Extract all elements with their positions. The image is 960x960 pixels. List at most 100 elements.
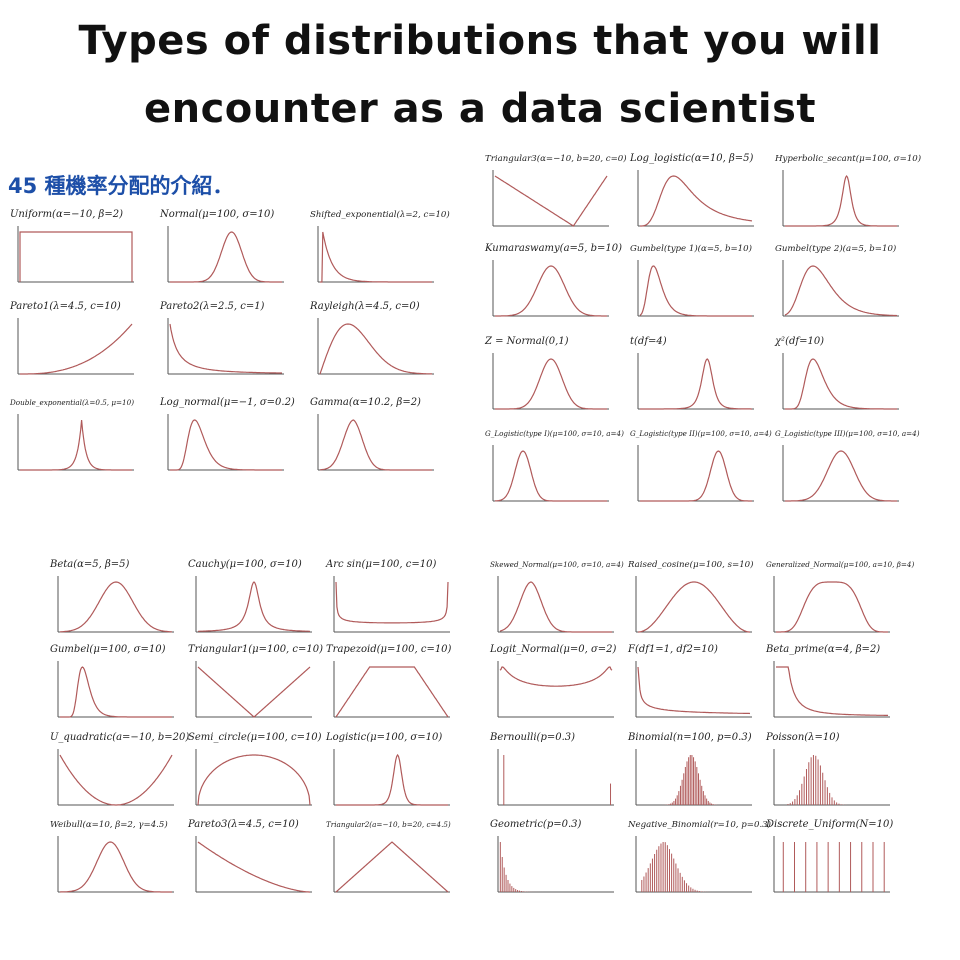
chart-t: t(df=4): [630, 336, 754, 410]
chart-gamma: Gamma(α=10.2, β=2): [310, 397, 434, 471]
chart-z-normal: Z = Normal(0,1): [484, 336, 609, 410]
chart-raised-cosine: Raised_cosine(μ=100, s=10): [627, 559, 754, 633]
density-curve: [495, 358, 607, 410]
density-curve: [784, 265, 898, 317]
chart-title: Poisson(λ=10): [765, 732, 840, 743]
chart-title: Negative_Binomial(r=10, p=0.3): [627, 819, 771, 830]
chart-title: Cauchy(μ=100, σ=10): [188, 559, 302, 570]
density-curve: [336, 753, 448, 806]
density-curve: [785, 358, 897, 410]
chart-gumbel: Gumbel(μ=100, σ=10): [50, 644, 174, 718]
density-curve: [638, 581, 750, 633]
chart-title: Kumaraswamy(a=5, b=10): [484, 243, 622, 254]
density-curve: [776, 666, 888, 716]
density-curve: [335, 666, 449, 718]
chart-shifted-exponential: Shifted_exponential(λ=2, c=10): [310, 209, 450, 283]
chart-title: Pareto1(λ=4.5, c=10): [9, 301, 121, 312]
chart-title: Log_normal(μ=−1, σ=0.2): [159, 397, 295, 408]
chart-chi-squared: χ²(df=10): [774, 336, 899, 410]
chart-title: Beta_prime(α=4, β=2): [765, 644, 880, 655]
chart-weibull: Weibull(α=10, β=2, γ=4.5): [50, 819, 174, 893]
chart-triangular3: Triangular3(α=−10, b=20, c=0): [485, 153, 627, 227]
chart-title: Logit_Normal(μ=0, σ=2): [489, 644, 617, 655]
density-curve: [198, 581, 310, 632]
chart-f: F(df1=1, df2=10): [627, 644, 752, 718]
density-curve: [495, 450, 607, 502]
density-curve: [785, 450, 897, 502]
chart-pareto2: Pareto2(λ=2.5, c=1): [159, 301, 284, 375]
density-curve: [169, 323, 282, 374]
chart-title: Semi_circle(μ=100, c=10): [188, 732, 322, 743]
chart-kumaraswamy: Kumaraswamy(a=5, b=10): [484, 243, 622, 317]
chart-cauchy: Cauchy(μ=100, σ=10): [188, 559, 312, 633]
chart-discrete-uniform: Discrete_Uniform(N=10): [765, 819, 893, 893]
chart-title: Gumbel(μ=100, σ=10): [50, 644, 166, 655]
density-curve: [335, 841, 449, 893]
chart-hyperbolic-secant: Hyperbolic_secant(μ=100, σ=10): [774, 153, 921, 227]
density-curve: [60, 581, 172, 633]
density-curve: [59, 754, 173, 806]
chart-triangular1: Triangular1(μ=100, c=10): [188, 644, 323, 718]
chart-geometric: Geometric(p=0.3): [490, 819, 614, 893]
chart-title: Triangular2(a=−10, b=20, c=4.5): [326, 820, 451, 829]
chart-title: F(df1=1, df2=10): [627, 644, 718, 655]
density-curve: [785, 174, 897, 227]
density-curve: [170, 231, 282, 283]
chart-title: Binomial(n=100, p=0.3): [627, 732, 752, 743]
chart-title: G_Logistic(type I)(μ=100, σ=10, a=4): [485, 429, 624, 438]
chart-negative-binomial: Negative_Binomial(r=10, p=0.3): [627, 819, 771, 893]
chart-pareto1: Pareto1(λ=4.5, c=10): [9, 301, 134, 375]
density-curve: [20, 419, 132, 471]
density-curve: [319, 323, 432, 375]
chart-title: Generalized_Normal(μ=100, a=10, β=4): [766, 560, 914, 569]
chart-beta: Beta(α=5, β=5): [49, 559, 174, 633]
density-curve: [320, 231, 432, 283]
chart-g-logistic-3: G_Logistic(type III)(μ=100, σ=10, a=4): [775, 429, 920, 502]
density-curve: [197, 666, 311, 718]
density-curve: [60, 666, 172, 718]
chart-double-exponential: Double_exponential(λ=0.5, μ=10): [9, 398, 134, 471]
density-curve: [19, 231, 133, 282]
chart-title: Trapezoid(μ=100, c=10): [326, 644, 452, 655]
chart-title: Shifted_exponential(λ=2, c=10): [310, 209, 450, 220]
chart-title: Logistic(μ=100, σ=10): [325, 732, 442, 743]
main-title-line1: Types of distributions that you will: [78, 18, 882, 64]
main-title-line2: encounter as a data scientist: [143, 86, 817, 132]
chart-title: G_Logistic(type III)(μ=100, σ=10, a=4): [775, 429, 920, 438]
chart-binomial: Binomial(n=100, p=0.3): [627, 732, 752, 806]
density-curve: [319, 419, 432, 471]
density-curve: [640, 358, 752, 410]
chart-title: G_Logistic(type II)(μ=100, σ=10, a=4): [630, 429, 772, 438]
density-curve: [499, 666, 613, 687]
chart-g-logistic-1: G_Logistic(type I)(μ=100, σ=10, a=4): [485, 429, 624, 502]
chart-title: Normal(μ=100, σ=10): [159, 209, 274, 220]
chart-g-logistic-2: G_Logistic(type II)(μ=100, σ=10, a=4): [630, 429, 772, 502]
chart-log-logistic: Log_logistic(α=10, β=5): [629, 153, 754, 227]
chart-trapezoid: Trapezoid(μ=100, c=10): [326, 644, 452, 718]
chart-title: Double_exponential(λ=0.5, μ=10): [9, 398, 134, 407]
chart-title: Arc sin(μ=100, c=10): [325, 559, 436, 570]
chart-title: Raised_cosine(μ=100, s=10): [627, 559, 754, 570]
chart-gumbel-type2: Gumbel(type 2)(a=5, b=10): [775, 243, 899, 317]
chart-semi-circle: Semi_circle(μ=100, c=10): [188, 732, 322, 806]
density-curve: [640, 450, 752, 502]
chart-title: Pareto3(λ=4.5, c=10): [187, 819, 299, 830]
chart-title: Pareto2(λ=2.5, c=1): [159, 301, 265, 312]
chart-title: Bernoulli(p=0.3): [489, 732, 575, 743]
chart-title: Rayleigh(λ=4.5, c=0): [309, 301, 420, 312]
density-curve: [637, 666, 751, 715]
chart-pareto3: Pareto3(λ=4.5, c=10): [187, 819, 312, 893]
density-curve: [776, 581, 888, 633]
chart-rayleigh: Rayleigh(λ=4.5, c=0): [309, 301, 434, 375]
chart-skewed-normal: Skewed_Normal(μ=100, σ=10, a=4): [490, 560, 624, 633]
chart-title: Triangular1(μ=100, c=10): [188, 644, 323, 655]
chart-poisson: Poisson(λ=10): [765, 732, 890, 806]
chart-title: Weibull(α=10, β=2, γ=4.5): [50, 819, 168, 830]
density-curve: [499, 581, 612, 633]
chart-title: Triangular3(α=−10, b=20, c=0): [485, 153, 627, 164]
density-curve: [495, 265, 607, 317]
chinese-subtitle: 45 種機率分配的介紹．: [8, 174, 234, 198]
chart-title: χ²(df=10): [774, 336, 824, 347]
density-curve: [494, 175, 608, 227]
chart-gumbel-type1: Gumbel(type 1)(α=5, b=10): [630, 243, 754, 317]
